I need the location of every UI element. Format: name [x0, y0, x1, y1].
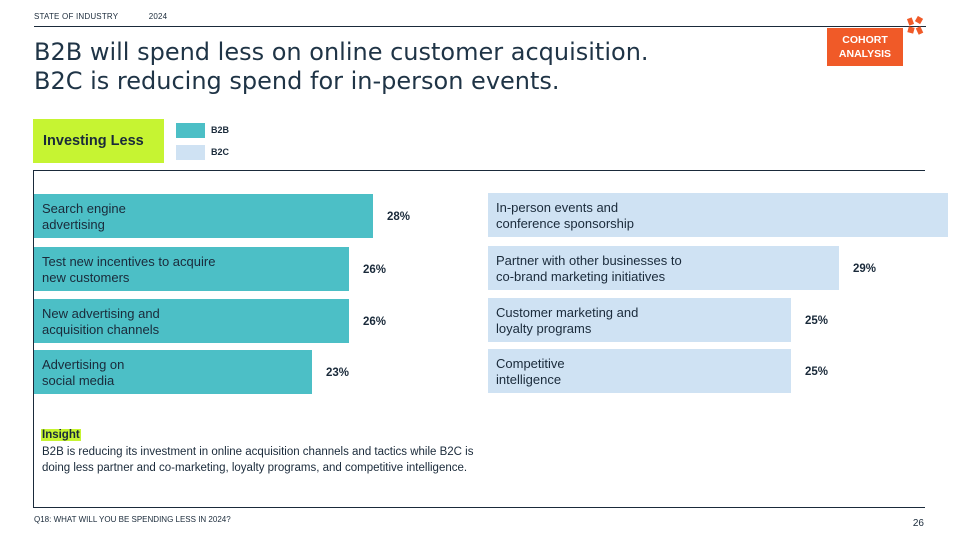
b2c-bar-label-2: Partner with other businesses to co-brand… [496, 253, 682, 284]
brand-logo-icon [906, 16, 924, 35]
b2b-bar-3 [34, 299, 349, 343]
insight-line-2: doing less partner and co-marketing, loy… [42, 462, 468, 474]
year-label: 2024 [148, 12, 168, 21]
chart-frame [33, 170, 925, 508]
b2b-value-label-3: 26% [363, 316, 387, 328]
page-number: 26 [912, 518, 924, 529]
b2b-value-label-4: 23% [326, 367, 350, 379]
insight-label: Insight [41, 429, 81, 441]
b2b-bar-label-2: Test new incentives to acquire new custom… [42, 254, 216, 285]
cohort-line-1: COHORT [842, 34, 888, 46]
b2c-bar-2 [488, 246, 839, 290]
b2c-bar-4 [488, 349, 791, 393]
b2b-bar-4 [34, 350, 312, 394]
b2b-value-label-2: 26% [363, 264, 387, 276]
section-label: STATE OF INDUSTRY [34, 12, 119, 21]
b2b-bar-2 [34, 247, 349, 291]
b2c-value-label-4: 25% [805, 366, 829, 378]
legend-label-b2c: B2C [211, 147, 230, 157]
insight-line-1: B2B is reducing its investment in online… [42, 446, 474, 458]
page-title: B2B will spend less on online customer a… [34, 38, 649, 96]
b2c-value-label-3: 25% [805, 315, 829, 327]
b2c-bar-1 [488, 193, 948, 237]
b2b-bar-label-4: Advertising on social media [42, 357, 125, 388]
cohort-line-2: ANALYSIS [838, 48, 892, 60]
cohort-analysis-badge: COHORT ANALYSIS [827, 28, 903, 66]
b2c-value-label-2: 29% [853, 263, 877, 275]
title-line-1: B2B will spend less on online customer a… [34, 38, 649, 66]
b2c-bar-3 [488, 298, 791, 342]
header-bar: STATE OF INDUSTRY 2024 [34, 12, 195, 21]
b2b-value-label-1: 28% [387, 211, 411, 223]
title-line-2: B2C is reducing spend for in-person even… [34, 67, 560, 95]
investing-less-badge: Investing Less [33, 119, 164, 163]
b2b-bar-1 [34, 194, 373, 238]
b2c-bar-label-1: In-person events and conference sponsorsh… [496, 200, 635, 231]
legend-label-b2b: B2B [211, 125, 230, 135]
insight-text: B2B is reducing its investment in online… [42, 444, 562, 476]
legend-swatch-b2b [176, 123, 205, 138]
b2c-bar-label-4: Competitive intelligence [496, 356, 565, 387]
b2b-bar-label-3: New advertising and acquisition channels [42, 306, 160, 337]
survey-question: Q18: WHAT WILL YOU BE SPENDING LESS IN 2… [34, 515, 231, 524]
b2b-bar-label-1: Search engine advertising [42, 201, 126, 232]
top-divider [34, 26, 926, 27]
b2c-bar-label-3: Customer marketing and loyalty programs [496, 305, 639, 336]
legend-swatch-b2c [176, 145, 205, 160]
